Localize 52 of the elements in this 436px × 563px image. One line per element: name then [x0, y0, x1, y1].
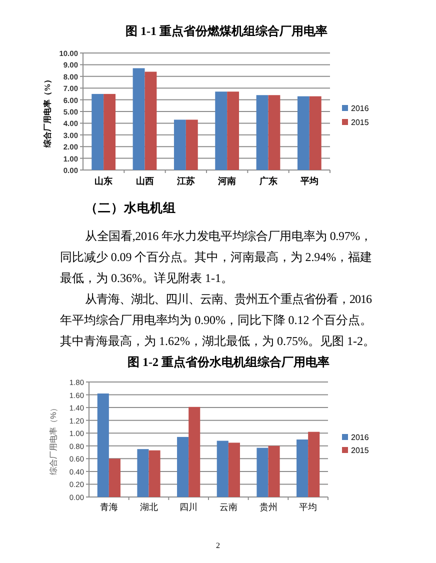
- bar: [216, 440, 228, 497]
- text: 从全国看,2016 年水力发电平均综合厂用电率为 0.97%，: [85, 229, 372, 243]
- bar: [92, 94, 104, 170]
- bar: [132, 68, 145, 170]
- chart-title: 图 1-2 重点省份水电机组综合厂用电率: [128, 355, 330, 369]
- legend-label: 2015: [351, 446, 370, 455]
- y-axis-title: 综合厂用电率（%）: [42, 76, 52, 148]
- bar: [297, 96, 310, 170]
- x-tick-label: 湖北: [140, 502, 158, 512]
- x-tick-label: 平均: [299, 176, 318, 186]
- bar: [296, 440, 308, 497]
- bar: [256, 95, 268, 170]
- bar: [144, 72, 157, 170]
- text: 同比减少 0.09 个百分点。其中，河南最高，为 2.94%，福建: [60, 250, 372, 264]
- x-tick-label: 山西: [136, 176, 154, 186]
- legend-label: 2016: [351, 104, 370, 113]
- x-tick-label: 贵州: [259, 502, 278, 512]
- x-tick-label: 平均: [299, 502, 318, 512]
- x-tick-label: 四川: [180, 502, 198, 512]
- text: 年平均综合厂用电率均为 0.90%，同比下降 0.12 个百分点。: [60, 313, 372, 327]
- bar: [186, 120, 198, 170]
- bar: [188, 406, 200, 497]
- y-axis-title: 综合厂用电率（%）: [49, 404, 58, 476]
- bar: [215, 92, 228, 170]
- x-tick-label: 河南: [217, 176, 236, 186]
- bar: [228, 442, 240, 497]
- legend-label: 2016: [351, 433, 370, 442]
- bar: [177, 436, 189, 497]
- text: 从青海、湖北、四川、云南、贵州五个重点省份看，2016: [85, 292, 372, 306]
- bar: [268, 446, 280, 497]
- bar: [227, 92, 240, 170]
- bar: [137, 449, 149, 497]
- legend-label: 2015: [351, 118, 370, 127]
- x-tick-label: 广东: [258, 176, 278, 186]
- bar: [108, 458, 120, 497]
- bar: [104, 94, 116, 170]
- bar: [308, 432, 320, 497]
- bar: [97, 394, 109, 497]
- bar: [309, 96, 322, 170]
- bar: [148, 450, 160, 497]
- text: 其中青海最高，为 1.62%，湖北最低，为 0.75%。见图 1-2。: [60, 334, 375, 348]
- chart-title: 图 1-1 重点省份燃煤机组综合厂用电率: [126, 24, 328, 38]
- x-tick-label: 云南: [219, 502, 238, 512]
- bar: [174, 120, 186, 170]
- x-tick-label: 青海: [100, 502, 118, 512]
- bar: [256, 448, 268, 497]
- text: （二）水电机组: [85, 201, 176, 215]
- text: 最低，为 0.36%。详见附表 1-1。: [60, 271, 233, 285]
- bar: [268, 95, 280, 170]
- x-tick-label: 山东: [94, 176, 113, 186]
- text: 2: [216, 541, 220, 550]
- x-tick-label: 江苏: [176, 176, 195, 186]
